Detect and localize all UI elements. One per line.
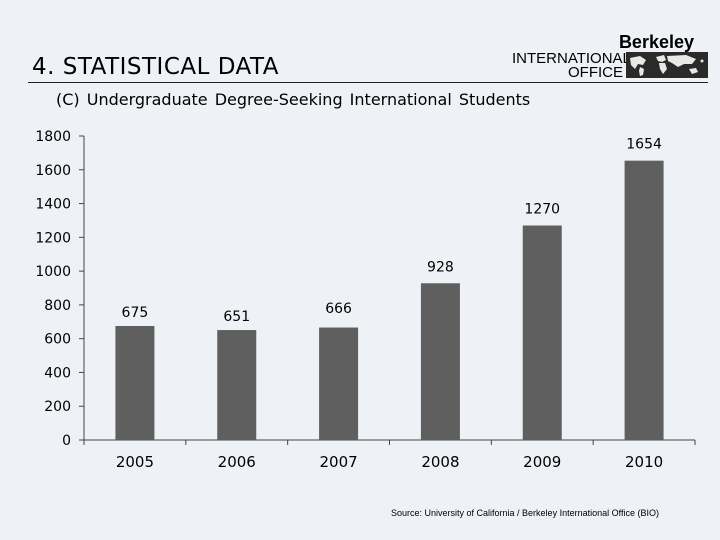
y-tick-label: 1000 [35, 264, 71, 280]
bar-2009 [522, 225, 562, 440]
x-tick-label-2010: 2010 [625, 453, 663, 471]
y-tick-label: 1200 [35, 230, 71, 246]
data-label-2009: 1270 [524, 202, 560, 218]
logo-office-text: OFFICE [568, 64, 623, 81]
data-label-2007: 666 [325, 301, 352, 317]
x-tick-label-2005: 2005 [116, 453, 154, 471]
x-tick-label-2009: 2009 [523, 453, 561, 471]
page-title: 4. STATISTICAL DATA [32, 54, 280, 80]
chart-subtitle: (C) Undergraduate Degree-Seeking Interna… [56, 90, 531, 109]
bar-2010 [624, 160, 664, 440]
x-tick-label-2006: 2006 [218, 453, 256, 471]
y-tick-label: 1800 [35, 129, 71, 145]
bar-series: 675 651 666 928 1270 1654 [115, 137, 664, 440]
logo-international-text: INTERNATIONAL [512, 50, 631, 67]
bar-2007 [319, 327, 359, 440]
bar-2006 [217, 330, 257, 440]
y-tick-label: 600 [44, 332, 71, 348]
logo-berkeley-text: Berkeley [618, 32, 694, 52]
y-tick-label: 1600 [35, 163, 71, 179]
x-tick-label-2008: 2008 [421, 453, 459, 471]
world-map-icon [626, 52, 708, 78]
data-label-2008: 928 [427, 259, 454, 275]
x-tick-label-2007: 2007 [319, 453, 357, 471]
y-tick-label: 0 [62, 433, 71, 449]
bar-2005 [115, 326, 155, 440]
y-tick-label: 400 [44, 365, 71, 381]
data-label-2010: 1654 [626, 137, 662, 153]
y-tick-label: 800 [44, 298, 71, 314]
berkeley-international-office-logo: Berkeley INTERNATIONAL OFFICE [500, 30, 712, 82]
bar-2008 [420, 283, 460, 440]
y-axis: 0 200 400 600 800 1000 1200 1400 1600 1800 [35, 129, 85, 449]
y-tick-label: 200 [44, 399, 71, 415]
y-tick-label: 1400 [35, 197, 71, 213]
data-label-2006: 651 [223, 309, 250, 325]
x-axis: 2005 2006 2007 2008 2009 2010 [83, 439, 696, 471]
data-label-2005: 675 [122, 305, 149, 321]
title-divider [28, 82, 708, 83]
source-note: Source: University of California / Berke… [391, 508, 659, 518]
